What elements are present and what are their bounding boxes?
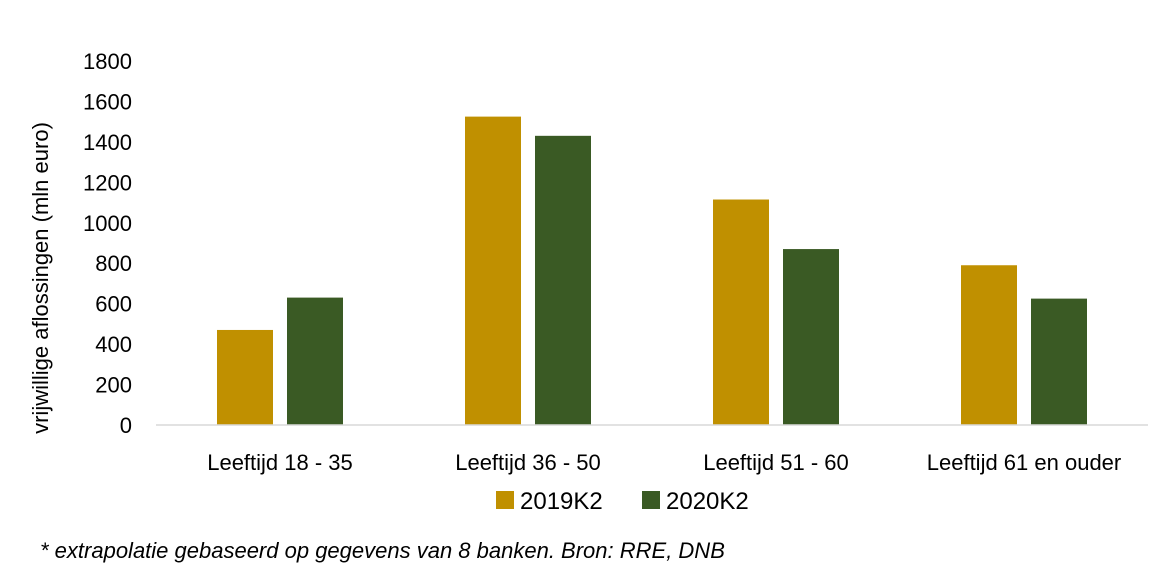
x-category-label: Leeftijd 61 en ouder <box>927 450 1122 475</box>
x-axis-labels: Leeftijd 18 - 35 Leeftijd 36 - 50 Leeftijd… <box>207 450 1121 475</box>
footnote: * extrapolatie gebaseerd op gegevens van… <box>40 538 725 563</box>
legend-label-2019K2: 2019K2 <box>520 488 603 515</box>
y-tick-label: 200 <box>95 373 132 398</box>
y-tick-label: 400 <box>95 332 132 357</box>
bar-2019K2-0 <box>217 329 273 425</box>
bar-series <box>217 116 1087 426</box>
y-tick-label: 1400 <box>83 130 132 155</box>
x-category-label: Leeftijd 18 - 35 <box>207 450 353 475</box>
y-axis-ticks: 0 200 400 600 800 1000 1200 1400 1600 1800 <box>83 49 132 438</box>
y-tick-label: 1000 <box>83 211 132 236</box>
bar-2020K2-3 <box>1031 298 1087 425</box>
legend-swatch-2019K2 <box>496 491 514 509</box>
y-tick-label: 800 <box>95 251 132 276</box>
legend: 2019K2 2020K2 <box>496 488 749 515</box>
bar-2019K2-1 <box>465 116 521 425</box>
bar-2020K2-0 <box>287 297 343 425</box>
bar-2020K2-1 <box>535 135 591 426</box>
y-tick-label: 0 <box>120 413 132 438</box>
y-tick-label: 600 <box>95 292 132 317</box>
bar-2020K2-2 <box>783 249 839 425</box>
y-axis-title: vrijwillige aflossingen (mln euro) <box>28 122 53 434</box>
legend-label-2020K2: 2020K2 <box>666 488 749 515</box>
legend-swatch-2020K2 <box>642 491 660 509</box>
bar-2019K2-3 <box>961 265 1017 425</box>
y-tick-label: 1600 <box>83 89 132 114</box>
bar-2019K2-2 <box>713 199 769 425</box>
bar-chart: 0 200 400 600 800 1000 1200 1400 1600 1800 vrijwi… <box>28 49 1148 515</box>
y-tick-label: 1800 <box>83 49 132 74</box>
x-category-label: Leeftijd 36 - 50 <box>455 450 601 475</box>
x-category-label: Leeftijd 51 - 60 <box>703 450 849 475</box>
y-tick-label: 1200 <box>83 170 132 195</box>
